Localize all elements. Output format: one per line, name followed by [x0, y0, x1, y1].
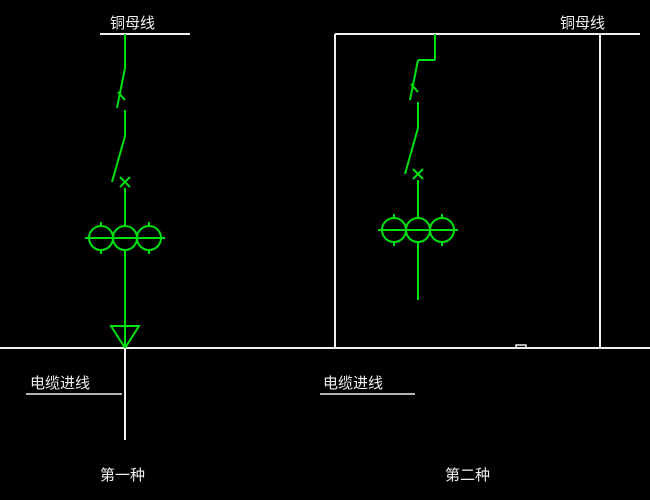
cable-label-1: 电缆进线 — [30, 375, 90, 392]
breaker-2 — [405, 128, 423, 179]
diagram-1: 铜母线 — [26, 15, 190, 484]
cable-label-2: 电缆进线 — [323, 375, 383, 392]
breaker-1 — [112, 136, 130, 187]
caption-1: 第一种 — [100, 466, 145, 484]
disconnector-1 — [117, 68, 125, 108]
busbar-label-2: 铜母线 — [560, 15, 605, 32]
disconnector-2 — [410, 60, 418, 100]
busbar-label-1: 铜母线 — [110, 15, 155, 32]
schematic-canvas: 铜母线 — [0, 0, 650, 500]
arrow-termination-1 — [111, 326, 139, 348]
caption-2: 第二种 — [445, 466, 490, 484]
ct-1 — [85, 222, 165, 254]
cabinet-frame — [335, 34, 600, 348]
diagram-2: 铜母线 — [320, 15, 640, 484]
ct-2 — [378, 214, 458, 246]
